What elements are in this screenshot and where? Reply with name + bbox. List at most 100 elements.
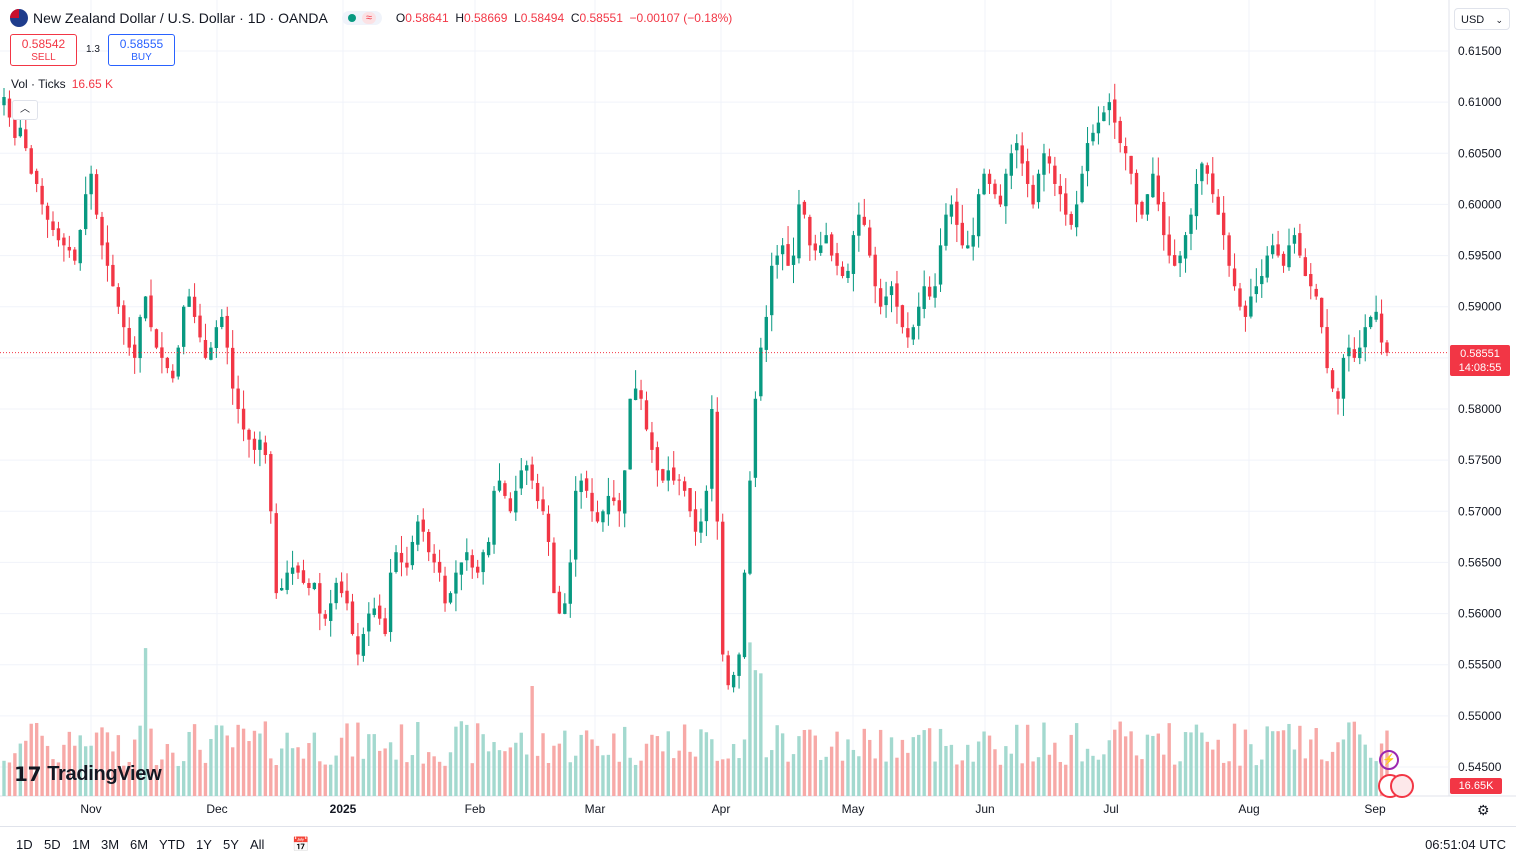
candle-body: [29, 148, 33, 174]
x-tick-label: Feb: [465, 802, 486, 816]
candle-body: [1074, 204, 1079, 228]
price-chart[interactable]: 0.61500 0.61000 0.60500 0.60000 0.59500 0.590…: [0, 0, 1516, 826]
candle-body: [56, 228, 61, 241]
candle-body: [976, 194, 981, 237]
volume-bar: [508, 747, 513, 796]
sell-price: 0.58542: [21, 37, 66, 51]
range-6m[interactable]: 6M: [130, 837, 149, 852]
candle-body: [1134, 172, 1139, 205]
candle-body: [258, 439, 262, 450]
volume-bar: [220, 725, 224, 796]
volume-bar: [56, 762, 61, 796]
volume-bar: [1091, 755, 1095, 796]
event-flag-icon-2[interactable]: [1390, 774, 1414, 798]
range-1m[interactable]: 1M: [72, 837, 91, 852]
candle-body: [1325, 327, 1329, 369]
candle-body: [1314, 288, 1318, 297]
currency-select[interactable]: USD ⌄: [1454, 8, 1510, 30]
range-5d[interactable]: 5D: [44, 837, 61, 852]
candle-body: [214, 327, 219, 348]
volume-bar: [89, 745, 93, 796]
candle-body: [535, 483, 540, 502]
volume-bar: [1047, 754, 1052, 796]
collapse-legend-button[interactable]: ︿: [12, 100, 38, 120]
volume-bar: [1358, 734, 1362, 796]
volume-bar: [143, 648, 148, 796]
tradingview-logo[interactable]: 𝟭𝟳 TradingView: [14, 762, 162, 787]
utc-clock[interactable]: 06:51:04 UTC: [1425, 837, 1506, 852]
volume-bar: [1183, 732, 1188, 796]
volume-bar: [655, 736, 660, 796]
range-all[interactable]: All: [250, 837, 265, 852]
volume-bar: [1004, 746, 1008, 796]
range-1y[interactable]: 1Y: [196, 837, 212, 852]
candle-body: [94, 174, 99, 215]
volume-bar: [552, 745, 556, 796]
range-1d[interactable]: 1D: [16, 837, 33, 852]
candle-body: [737, 654, 741, 676]
symbol-title[interactable]: New Zealand Dollar / U.S. Dollar · 1D · …: [33, 10, 328, 26]
range-3m[interactable]: 3M: [101, 837, 120, 852]
volume-bar: [122, 765, 126, 796]
volume-bar: [846, 739, 850, 796]
volume-bar: [1162, 754, 1166, 796]
volume-bar: [895, 757, 899, 796]
candle-body: [187, 296, 191, 307]
candle-body: [459, 562, 464, 575]
candle-body: [1123, 146, 1128, 154]
volume-bar: [1015, 724, 1019, 796]
volume-bar: [24, 740, 28, 796]
candle-body: [1156, 175, 1161, 205]
candle-body: [454, 572, 458, 594]
volume-legend[interactable]: Vol · Ticks 16.65 K: [11, 77, 113, 91]
candle-body: [987, 173, 992, 184]
volume-bar: [927, 728, 932, 796]
range-5y[interactable]: 5Y: [223, 837, 239, 852]
candle-body: [993, 183, 997, 195]
settings-gear-icon[interactable]: ⚙: [1477, 802, 1490, 818]
volume-bar: [824, 756, 828, 796]
candle-body: [247, 429, 251, 440]
volume-bar: [296, 747, 300, 796]
volume-bar: [998, 764, 1003, 796]
volume-bar: [214, 725, 219, 796]
candle-body: [274, 513, 278, 594]
candle-body: [1341, 357, 1346, 399]
volume-bar: [470, 763, 474, 796]
candle-body: [530, 464, 534, 481]
candle-body: [824, 235, 828, 244]
lightning-icon[interactable]: ⚡: [1379, 750, 1399, 770]
market-status-pill[interactable]: ≈: [341, 11, 382, 25]
volume-bar: [971, 761, 975, 796]
candle-body: [1200, 163, 1204, 182]
candle-body: [710, 409, 714, 489]
close-value: 0.58551: [579, 11, 623, 25]
candle-body: [764, 316, 768, 350]
y-tick-label: 0.59500: [1458, 249, 1502, 263]
volume-bar: [1205, 741, 1210, 796]
open-value: 0.58641: [405, 11, 449, 25]
volume-bar: [966, 744, 970, 796]
candle-body: [367, 613, 371, 632]
x-tick-label: Dec: [206, 802, 227, 816]
candle-body: [329, 603, 333, 621]
tradingview-mark-icon: 𝟭𝟳: [14, 764, 42, 786]
candle-body: [1243, 305, 1248, 317]
candle-body: [1080, 173, 1084, 203]
volume-bar: [731, 744, 736, 796]
volume-bar: [1309, 739, 1313, 796]
candle-body: [1042, 153, 1046, 175]
sell-button[interactable]: 0.58542 SELL: [10, 34, 77, 66]
candle-body: [884, 296, 888, 306]
candle-body: [829, 234, 834, 256]
range-ytd[interactable]: YTD: [159, 837, 185, 852]
bottom-toolbar: 1D 5D 1M 3M 6M YTD 1Y 5Y All 📅 06:51:04 …: [0, 826, 1516, 865]
volume-bar: [1336, 742, 1340, 796]
calendar-range-icon[interactable]: 📅: [292, 836, 310, 852]
volume-bar: [1194, 724, 1199, 796]
volume-bar: [530, 686, 534, 796]
volume-bar: [710, 739, 714, 796]
buy-button[interactable]: 0.58555 BUY: [108, 34, 175, 66]
candle-body: [1183, 235, 1188, 259]
volume-bar: [541, 733, 545, 796]
